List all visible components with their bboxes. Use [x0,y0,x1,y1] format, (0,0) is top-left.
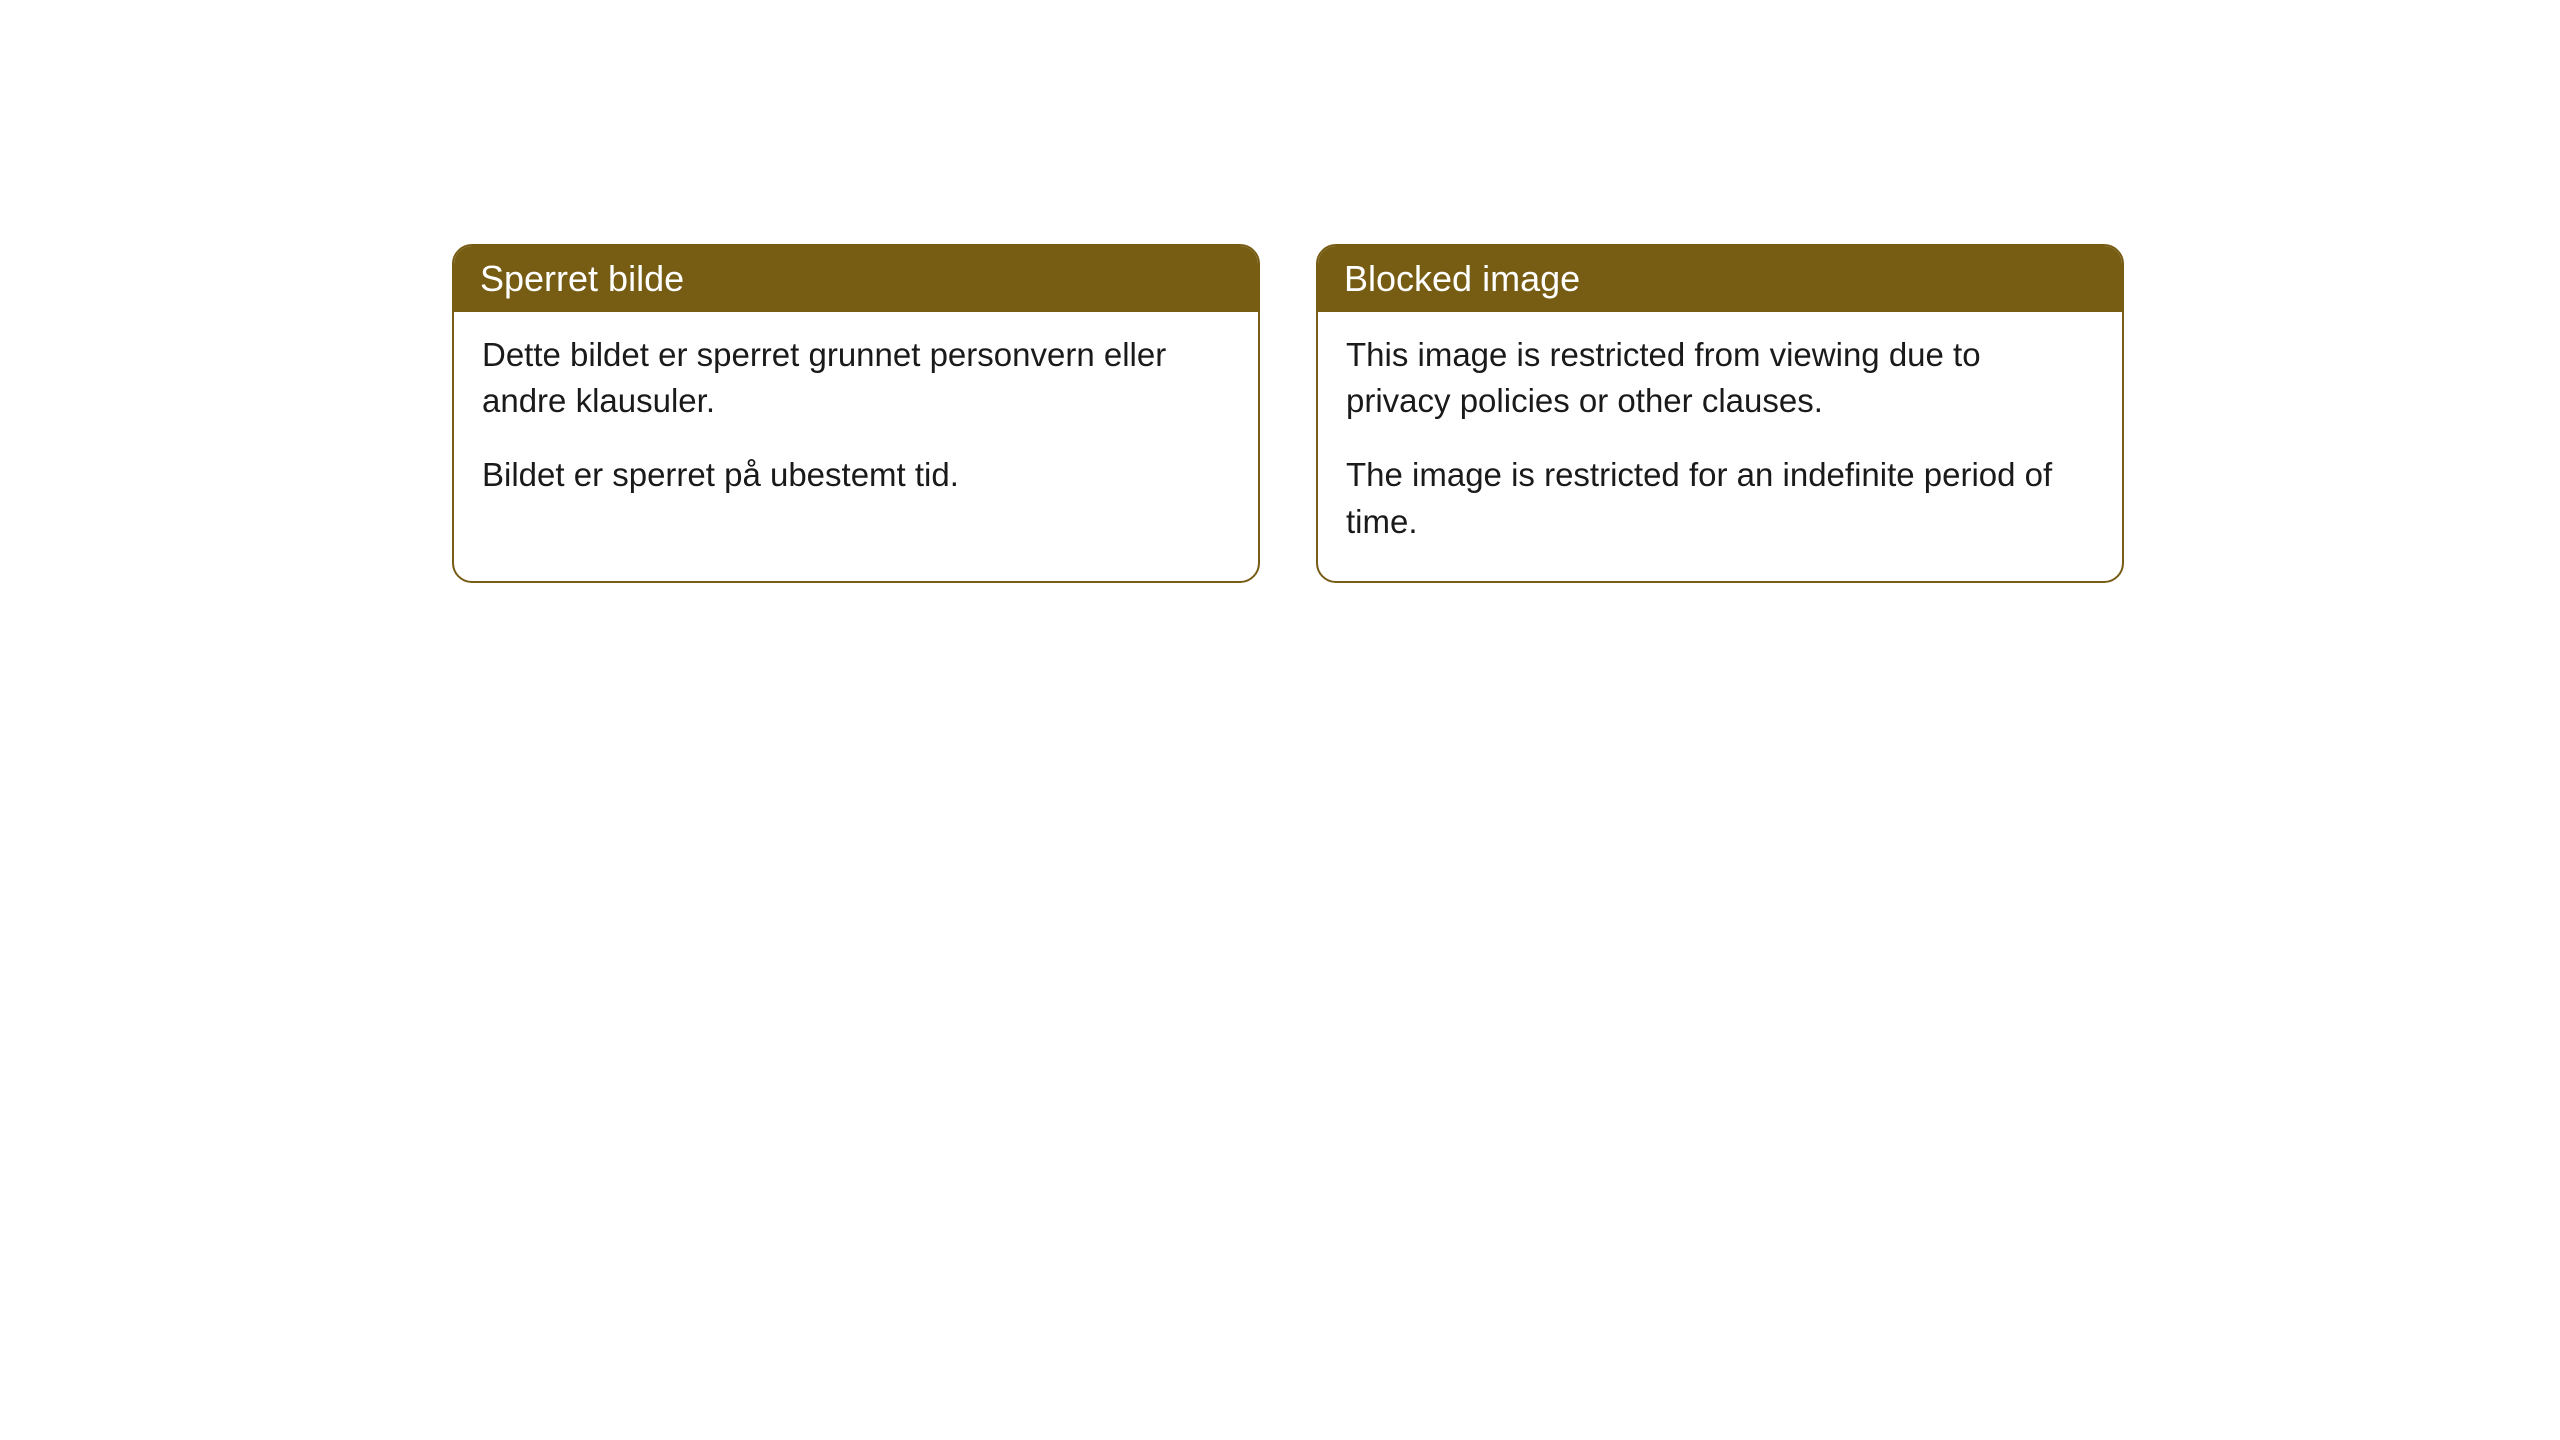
card-paragraph-2-en: The image is restricted for an indefinit… [1346,452,2094,544]
card-paragraph-2-no: Bildet er sperret på ubestemt tid. [482,452,1230,498]
card-header-en: Blocked image [1318,246,2122,312]
card-paragraph-1-en: This image is restricted from viewing du… [1346,332,2094,424]
card-body-en: This image is restricted from viewing du… [1318,312,2122,581]
blocked-image-card-en: Blocked image This image is restricted f… [1316,244,2124,583]
card-header-no: Sperret bilde [454,246,1258,312]
card-body-no: Dette bildet er sperret grunnet personve… [454,312,1258,535]
blocked-image-card-no: Sperret bilde Dette bildet er sperret gr… [452,244,1260,583]
cards-container: Sperret bilde Dette bildet er sperret gr… [0,0,2560,583]
card-paragraph-1-no: Dette bildet er sperret grunnet personve… [482,332,1230,424]
